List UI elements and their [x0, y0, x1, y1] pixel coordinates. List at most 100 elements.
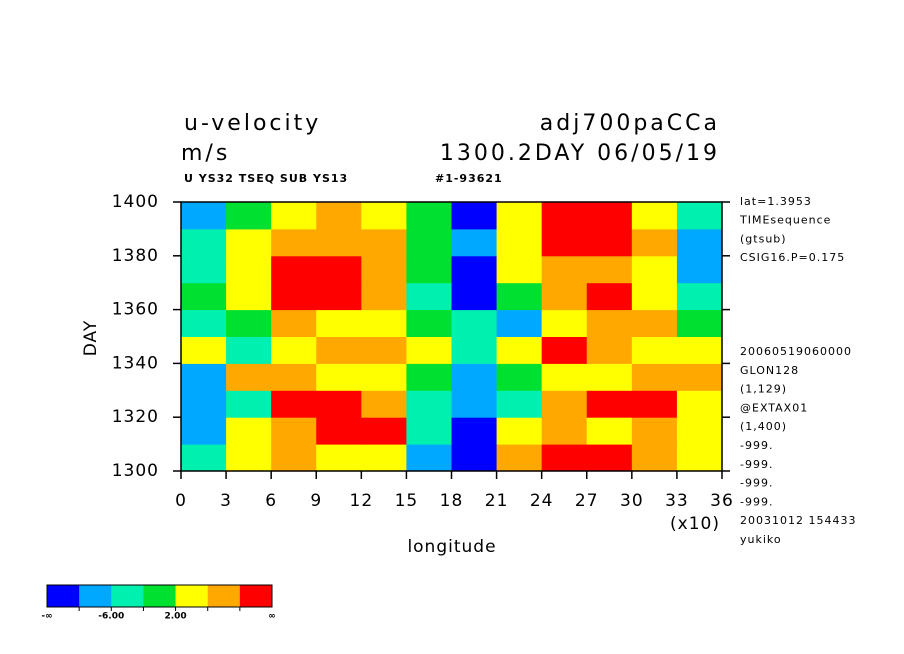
cell [676, 282, 723, 311]
time-stamp: 1300.2DAY 06/05/19 [440, 141, 720, 166]
cell [181, 202, 227, 230]
info-note: 20060519060000 [740, 345, 852, 358]
cell [406, 309, 452, 337]
info-note: TIMEsequence [739, 214, 831, 227]
y-tick-label: 1300 [112, 461, 159, 481]
cell [181, 390, 227, 418]
cell [226, 202, 272, 230]
cell [631, 202, 678, 230]
info-note: -999. [740, 439, 773, 452]
cell [181, 228, 227, 257]
cell [541, 309, 588, 337]
cell [406, 282, 452, 311]
colorbar-label: ∞ [268, 612, 276, 622]
cell [586, 336, 633, 364]
cell [316, 255, 362, 284]
cell [496, 202, 543, 230]
cell [406, 336, 452, 364]
y-tick-label: 1320 [112, 407, 159, 427]
x-tick-label: 33 [665, 491, 689, 511]
cell [226, 336, 272, 364]
cell [361, 417, 407, 445]
info-note: (1,400) [740, 420, 787, 433]
cell [226, 417, 272, 445]
cell [316, 444, 362, 472]
cell [586, 282, 633, 311]
colorbar-swatch [143, 585, 177, 607]
cell [271, 390, 317, 418]
cell [586, 228, 633, 257]
y-tick-label: 1380 [112, 246, 159, 266]
x-tick-label: 24 [530, 491, 554, 511]
cell [676, 417, 723, 445]
cell [406, 255, 452, 284]
cell [631, 255, 678, 284]
cell [676, 363, 723, 391]
cell [226, 228, 272, 257]
cell [496, 255, 543, 284]
cell [181, 255, 227, 284]
x-tick-label: 6 [265, 491, 277, 511]
cell [271, 444, 317, 472]
cell [541, 363, 588, 391]
info-note: -999. [740, 495, 773, 508]
x-tick-label: 12 [350, 491, 374, 511]
cell [181, 417, 227, 445]
cell [496, 282, 543, 311]
cell [676, 390, 723, 418]
cell [226, 363, 272, 391]
cell [496, 444, 543, 472]
y-tick-label: 1360 [112, 300, 159, 320]
cell [631, 417, 678, 445]
cell [541, 282, 588, 311]
colorbar-swatch [47, 585, 80, 607]
cell [361, 282, 407, 311]
cell [271, 202, 317, 230]
y-tick-label: 1400 [112, 192, 159, 212]
cell [181, 363, 227, 391]
cell [676, 255, 723, 284]
cell [181, 444, 227, 472]
cell [541, 255, 588, 284]
cell [451, 282, 498, 311]
cell [451, 390, 498, 418]
cell [676, 228, 723, 257]
cell [316, 417, 362, 445]
x-tick-label: 21 [485, 491, 509, 511]
cell [496, 228, 543, 257]
cell [451, 202, 498, 230]
cell [631, 309, 678, 337]
info-note: lat=1.3953 [740, 195, 812, 208]
cell [496, 309, 543, 337]
cell [586, 390, 633, 418]
cell [316, 282, 362, 311]
colorbar-swatch [207, 585, 241, 607]
cell [361, 363, 407, 391]
x-tick-label: 36 [710, 491, 734, 511]
colorbar-swatch [239, 585, 273, 607]
cell [451, 255, 498, 284]
cell [451, 444, 498, 472]
x-tick-label: 3 [220, 491, 232, 511]
cell [406, 390, 452, 418]
info-note: (1,129) [740, 383, 787, 396]
cell [271, 228, 317, 257]
x-tick-label: 0 [175, 491, 187, 511]
cell [226, 444, 272, 472]
cell [271, 363, 317, 391]
cell [406, 417, 452, 445]
cell [676, 336, 723, 364]
cell [271, 282, 317, 311]
cell [451, 309, 498, 337]
cell [496, 417, 543, 445]
cell [181, 336, 227, 364]
colorbar-label: -∞ [41, 612, 52, 622]
colorbar-swatch [79, 585, 112, 607]
info-note: CSIG16.P=0.175 [740, 251, 845, 264]
cell [316, 363, 362, 391]
cell [631, 228, 678, 257]
cell [271, 417, 317, 445]
colorbar-label: 2.00 [164, 612, 186, 622]
x-axis-label: longitude [407, 537, 496, 557]
cell [316, 202, 362, 230]
